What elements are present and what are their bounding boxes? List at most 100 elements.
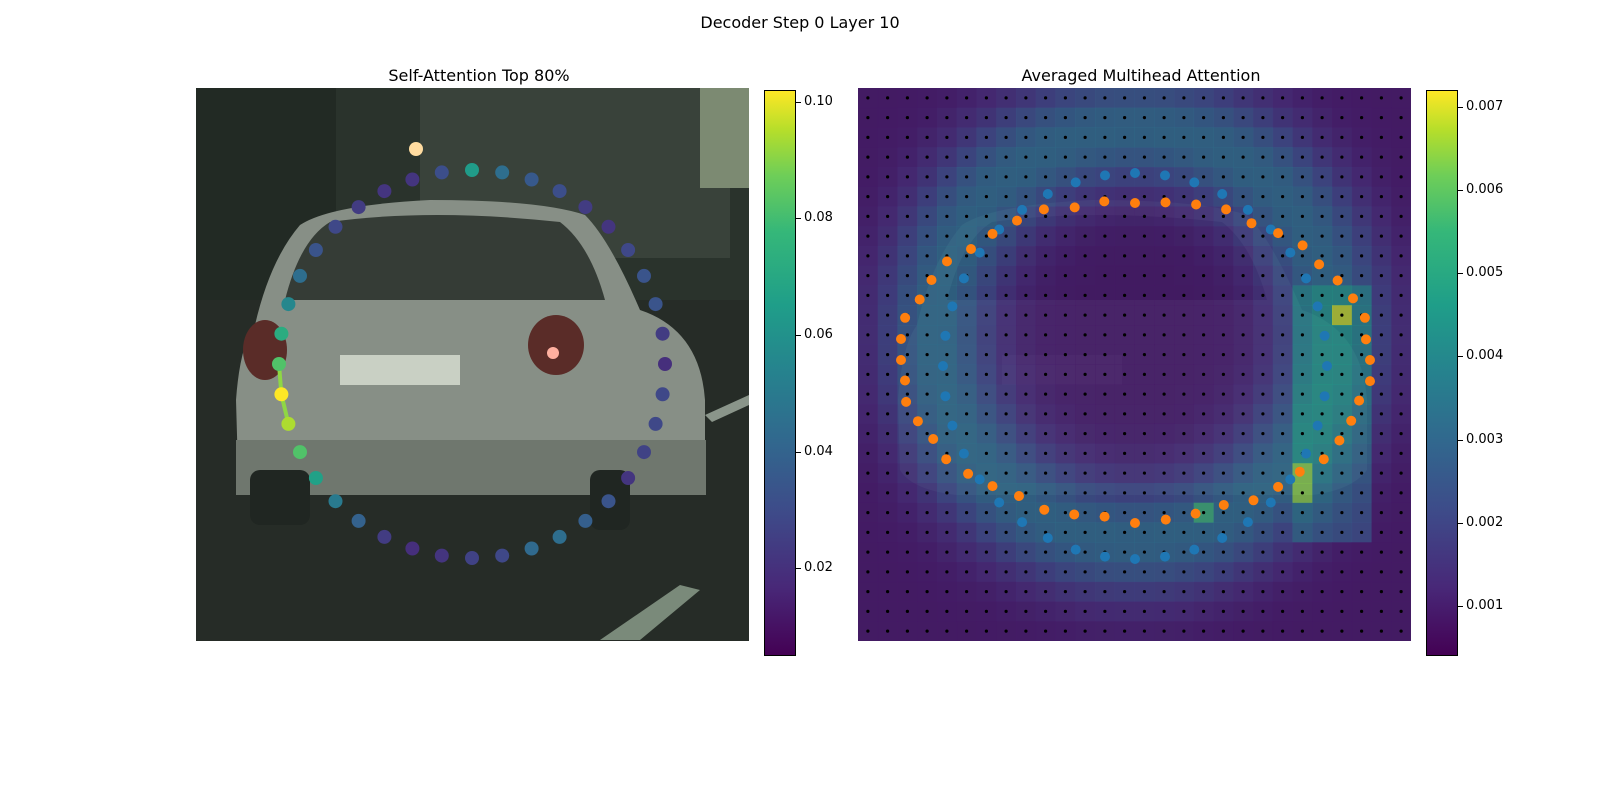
attention-point: [274, 387, 289, 402]
grid-dot: [1202, 353, 1206, 357]
grid-dot: [1044, 116, 1048, 120]
grid-dot: [1103, 530, 1107, 535]
grid-dot: [886, 313, 890, 317]
grid-dot: [1399, 116, 1403, 120]
grid-dot: [1162, 372, 1166, 376]
grid-dot: [1123, 432, 1127, 436]
grid-dot: [1044, 214, 1048, 218]
grid-dot: [1202, 609, 1206, 614]
grid-dot: [905, 432, 910, 436]
grid-dot: [1182, 372, 1186, 376]
grid-dot: [1202, 333, 1206, 337]
grid-dot: [1399, 254, 1403, 258]
grid-dot: [866, 609, 870, 614]
grid-dot: [1063, 530, 1067, 535]
grid-dot: [1281, 550, 1285, 554]
grid-dot: [1340, 96, 1344, 100]
orange-point: [1332, 275, 1343, 286]
grid-dot: [1340, 629, 1344, 633]
grid-dot: [1024, 609, 1028, 614]
grid-dot: [886, 471, 890, 475]
grid-dot: [1340, 274, 1344, 278]
grid-dot: [1123, 550, 1127, 554]
grid-dot: [866, 116, 870, 120]
grid-dot: [1379, 372, 1383, 376]
grid-dot: [1241, 274, 1245, 278]
grid-dot: [1142, 451, 1146, 455]
grid-dot: [1360, 590, 1364, 594]
grid-dot: [1162, 570, 1166, 574]
grid-dot: [905, 234, 910, 238]
grid-dot: [1024, 353, 1028, 357]
self-attention-points: [272, 163, 672, 565]
grid-dot: [1123, 293, 1127, 297]
grid-dot: [886, 175, 890, 179]
grid-dot: [1044, 629, 1048, 633]
grid-dot: [1162, 333, 1166, 337]
grid-dot: [1044, 570, 1048, 574]
grid-dot: [984, 510, 989, 515]
grid-dot: [1261, 293, 1265, 297]
grid-dot: [1399, 432, 1403, 436]
left-colorbar-tick: 0.04: [796, 443, 833, 459]
grid-dot: [1182, 590, 1186, 594]
orange-point: [901, 396, 912, 407]
grid-dot: [925, 530, 929, 535]
attention-point: [637, 445, 651, 460]
grid-dot: [1182, 432, 1186, 436]
orange-point: [987, 228, 998, 239]
grid-dot: [1241, 96, 1245, 100]
grid-dot: [1202, 234, 1206, 238]
grid-dot: [886, 392, 890, 396]
grid-dot: [905, 353, 910, 357]
grid-dot: [1340, 590, 1344, 594]
grid-dot: [925, 293, 929, 297]
attention-point: [405, 172, 420, 187]
grid-dot: [925, 629, 929, 633]
grid-dot: [925, 96, 929, 100]
grid-dot: [1024, 293, 1028, 297]
grid-dot: [1004, 471, 1008, 475]
grid-dot: [1379, 590, 1383, 594]
grid-dot: [1221, 609, 1225, 614]
attention-point: [524, 172, 539, 187]
grid-dot: [1281, 432, 1285, 436]
blue-point: [974, 474, 985, 485]
attention-point: [621, 471, 636, 485]
grid-dot: [1162, 451, 1166, 455]
grid-dot: [866, 471, 870, 475]
grid-dot: [1221, 590, 1225, 594]
grid-dot: [866, 254, 870, 258]
grid-dot: [1162, 510, 1166, 515]
grid-dot: [925, 274, 929, 278]
grid-dot: [1044, 96, 1048, 100]
grid-dot: [1004, 353, 1008, 357]
orange-point: [914, 294, 925, 305]
grid-dot: [925, 254, 929, 258]
grid-dot: [1221, 570, 1225, 574]
grid-dot: [866, 155, 870, 159]
left-panel-title: Self-Attention Top 80%: [388, 66, 570, 85]
grid-dot: [925, 333, 929, 337]
grid-dot: [1221, 214, 1225, 218]
grid-dot: [1399, 214, 1403, 218]
grid-dot: [1123, 491, 1127, 495]
grid-dot: [905, 491, 910, 495]
grid-dot: [1241, 254, 1245, 258]
grid-dot: [905, 451, 910, 455]
grid-dot: [1261, 313, 1265, 317]
grid-dot: [1004, 293, 1008, 297]
attention-point: [377, 529, 392, 544]
grid-dot: [1063, 353, 1067, 357]
grid-dot: [1162, 629, 1166, 633]
grid-dot: [886, 550, 890, 554]
right-colorbar-tick: 0.002: [1457, 514, 1504, 530]
grid-dot: [984, 629, 989, 633]
grid-dot: [925, 590, 929, 594]
grid-dot: [1379, 333, 1383, 337]
left-colorbar-tick: 0.06: [796, 327, 833, 343]
grid-dot: [1281, 274, 1285, 278]
grid-dot: [965, 392, 969, 396]
grid-dot: [1300, 96, 1304, 100]
